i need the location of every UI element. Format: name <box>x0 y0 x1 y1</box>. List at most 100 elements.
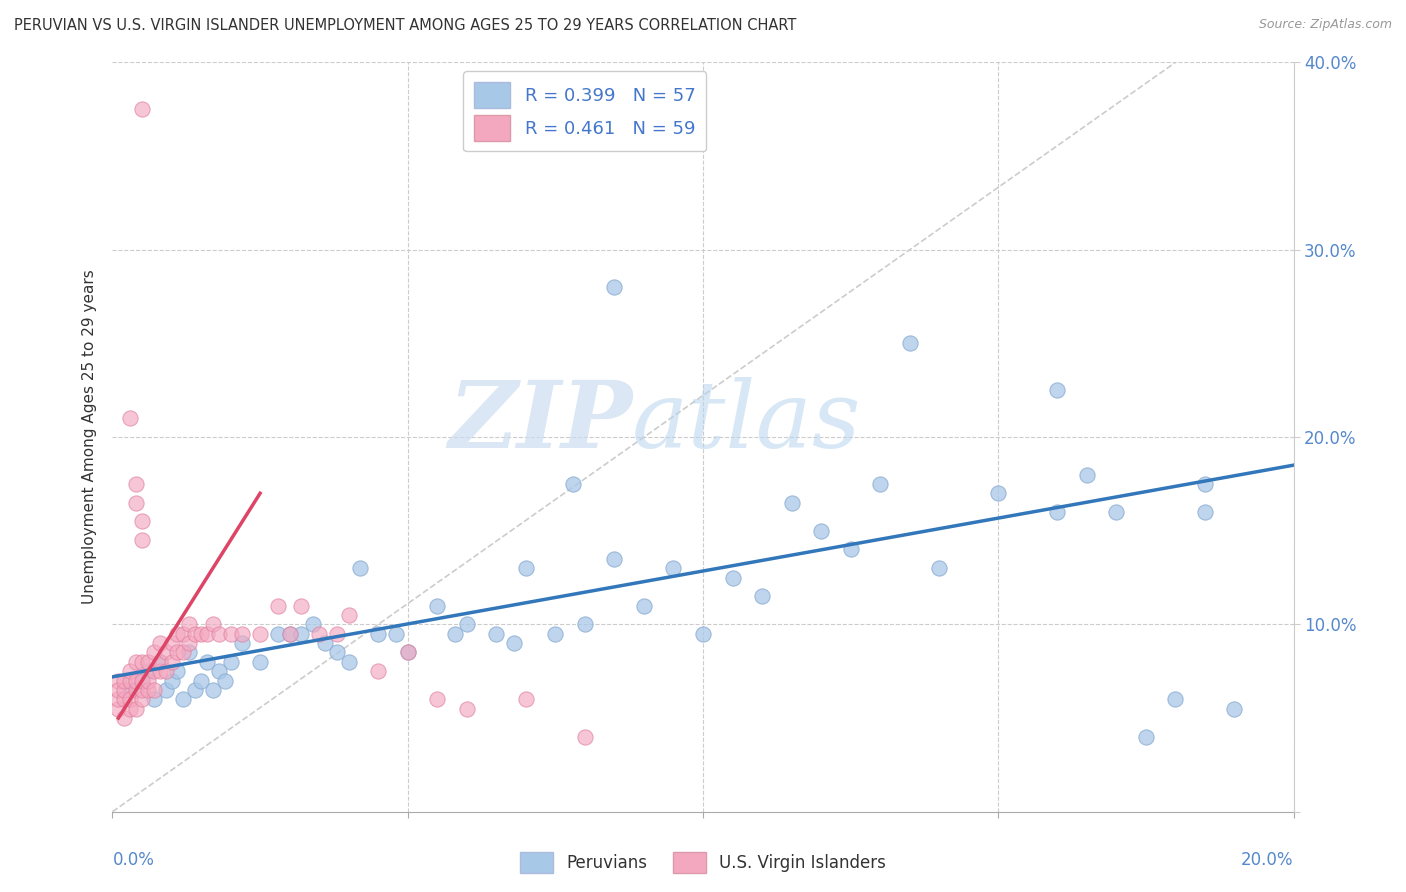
Point <box>396 646 419 660</box>
Point <box>278 626 301 640</box>
Point <box>444 626 467 640</box>
Point <box>267 599 290 613</box>
Point <box>120 664 142 679</box>
Point <box>142 646 165 660</box>
Point <box>125 655 148 669</box>
Point <box>155 646 177 660</box>
Text: 20.0%: 20.0% <box>1241 851 1294 869</box>
Point <box>125 701 148 715</box>
Point <box>131 655 153 669</box>
Point <box>231 636 253 650</box>
Point <box>166 664 188 679</box>
Point <box>131 692 153 706</box>
Point <box>136 664 159 679</box>
Point <box>562 476 585 491</box>
Point <box>1105 505 1128 519</box>
Point <box>201 617 224 632</box>
Text: PERUVIAN VS U.S. VIRGIN ISLANDER UNEMPLOYMENT AMONG AGES 25 TO 29 YEARS CORRELAT: PERUVIAN VS U.S. VIRGIN ISLANDER UNEMPLO… <box>14 18 796 33</box>
Point <box>290 626 312 640</box>
Point <box>574 617 596 632</box>
Point <box>214 673 236 688</box>
Point <box>112 711 135 725</box>
Point <box>456 617 478 632</box>
Point <box>219 655 242 669</box>
Point <box>107 701 129 715</box>
Point <box>172 692 194 706</box>
Point <box>107 673 129 688</box>
Point <box>107 683 129 698</box>
Point <box>515 692 537 706</box>
Point <box>810 524 832 538</box>
Point <box>308 626 330 640</box>
Point <box>120 411 142 425</box>
Point <box>131 514 153 528</box>
Point <box>662 561 685 575</box>
Point <box>426 692 449 706</box>
Point <box>112 673 135 688</box>
Point <box>120 673 142 688</box>
Point <box>1046 384 1069 398</box>
Point <box>544 626 567 640</box>
Point <box>112 692 135 706</box>
Point <box>155 664 177 679</box>
Point <box>1046 505 1069 519</box>
Point <box>166 626 188 640</box>
Point <box>603 551 626 566</box>
Point <box>120 692 142 706</box>
Point <box>160 673 183 688</box>
Point <box>426 599 449 613</box>
Point <box>142 683 165 698</box>
Point <box>136 655 159 669</box>
Point <box>201 683 224 698</box>
Point <box>326 626 349 640</box>
Point <box>131 102 153 116</box>
Point <box>337 655 360 669</box>
Point <box>112 683 135 698</box>
Point <box>1194 476 1216 491</box>
Point <box>208 626 231 640</box>
Point <box>456 701 478 715</box>
Point <box>149 655 172 669</box>
Point <box>190 626 212 640</box>
Point <box>172 626 194 640</box>
Point <box>179 636 201 650</box>
Point <box>131 673 153 688</box>
Point <box>184 626 207 640</box>
Point <box>249 626 271 640</box>
Point <box>131 673 153 688</box>
Point <box>179 617 201 632</box>
Point <box>131 683 153 698</box>
Point <box>780 496 803 510</box>
Legend: R = 0.399   N = 57, R = 0.461   N = 59: R = 0.399 N = 57, R = 0.461 N = 59 <box>464 71 706 152</box>
Y-axis label: Unemployment Among Ages 25 to 29 years: Unemployment Among Ages 25 to 29 years <box>82 269 97 605</box>
Point <box>149 664 172 679</box>
Point <box>195 655 218 669</box>
Point <box>869 476 891 491</box>
Point <box>208 664 231 679</box>
Point <box>195 626 218 640</box>
Point <box>125 683 148 698</box>
Point <box>120 683 142 698</box>
Point <box>1135 730 1157 744</box>
Point <box>574 730 596 744</box>
Point <box>125 476 148 491</box>
Text: 0.0%: 0.0% <box>112 851 155 869</box>
Point <box>1076 467 1098 482</box>
Point <box>1223 701 1246 715</box>
Point <box>839 542 862 557</box>
Point <box>349 561 371 575</box>
Point <box>1164 692 1187 706</box>
Point <box>515 561 537 575</box>
Point <box>898 336 921 351</box>
Point <box>485 626 508 640</box>
Point <box>751 590 773 604</box>
Point <box>290 599 312 613</box>
Point <box>396 646 419 660</box>
Point <box>928 561 950 575</box>
Point <box>267 626 290 640</box>
Point <box>633 599 655 613</box>
Text: atlas: atlas <box>633 377 862 467</box>
Point <box>142 692 165 706</box>
Point <box>149 636 172 650</box>
Point <box>125 496 148 510</box>
